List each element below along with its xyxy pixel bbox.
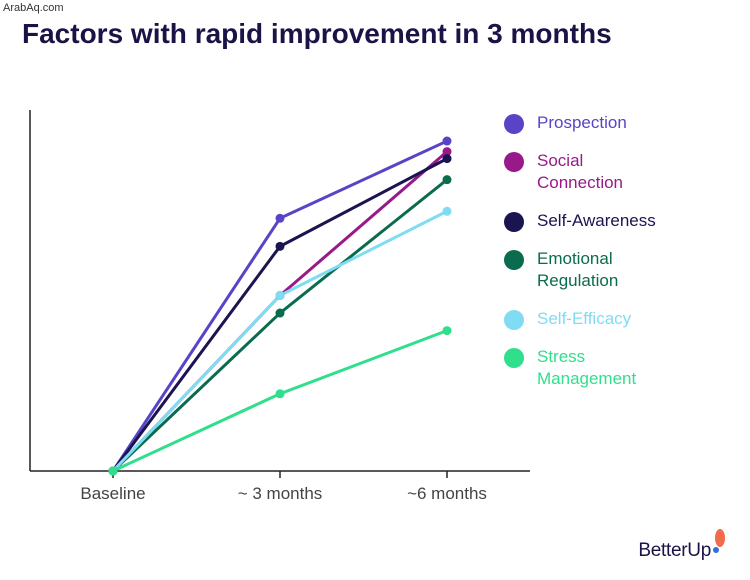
legend-marker-icon (504, 250, 524, 270)
data-point (442, 175, 452, 185)
data-point (275, 213, 285, 223)
legend-marker-icon (504, 348, 524, 368)
watermark-text: ArabAq.com (3, 2, 64, 14)
series-line-3 (111, 178, 448, 473)
legend-item: Emotional Regulation (504, 248, 662, 292)
logo-mark-icon (713, 529, 725, 553)
legend-label: Stress Management (537, 347, 637, 388)
x-tick-label: ~ 3 months (238, 484, 323, 503)
data-point (442, 136, 452, 146)
legend-marker-icon (504, 310, 524, 330)
data-point (275, 308, 285, 318)
data-point (442, 154, 452, 164)
legend-marker-icon (504, 212, 524, 232)
data-point (442, 206, 452, 216)
legend-label: Self-Awareness (537, 211, 656, 230)
series-line-0 (111, 139, 448, 472)
data-point (442, 147, 452, 157)
x-tick-label: ~6 months (407, 484, 487, 503)
betterup-logo: BetterUp (638, 528, 726, 562)
legend-item: Prospection (504, 112, 662, 134)
data-point (442, 326, 452, 336)
legend-marker-icon (504, 152, 524, 172)
legend-label: Prospection (537, 113, 627, 132)
data-point (275, 241, 285, 251)
legend-label: Self-Efficacy (537, 309, 632, 328)
legend-item: Self-Awareness (504, 210, 662, 232)
data-point (108, 466, 118, 476)
legend-label: Emotional Regulation (537, 249, 619, 290)
series-line-5 (112, 329, 448, 473)
chart-title: Factors with rapid improvement in 3 mont… (22, 18, 612, 49)
legend-item: Social Connection (504, 150, 662, 194)
legend-label: Social Connection (537, 151, 624, 192)
x-tick-label: Baseline (80, 484, 145, 503)
legend-item: Stress Management (504, 346, 662, 390)
legend-item: Self-Efficacy (504, 308, 662, 330)
data-point (275, 291, 285, 300)
legend-marker-icon (504, 114, 524, 134)
logo-text: BetterUp (638, 540, 711, 561)
data-point (275, 389, 285, 399)
